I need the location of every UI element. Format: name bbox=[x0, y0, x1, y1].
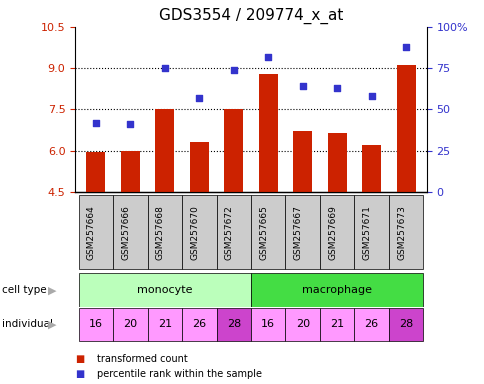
Bar bbox=[388, 195, 423, 270]
Bar bbox=[224, 109, 243, 192]
Bar bbox=[258, 74, 277, 192]
Text: ■: ■ bbox=[75, 354, 84, 364]
Bar bbox=[121, 151, 139, 192]
Bar bbox=[293, 131, 312, 192]
Bar bbox=[285, 308, 319, 341]
Text: ▶: ▶ bbox=[47, 320, 56, 330]
Point bbox=[92, 119, 100, 126]
Text: GSM257672: GSM257672 bbox=[224, 205, 233, 260]
Text: 28: 28 bbox=[398, 319, 412, 329]
Text: transformed count: transformed count bbox=[97, 354, 187, 364]
Point bbox=[333, 85, 340, 91]
Bar bbox=[147, 308, 182, 341]
Text: GSM257665: GSM257665 bbox=[258, 205, 268, 260]
Bar bbox=[354, 308, 388, 341]
Point bbox=[126, 121, 134, 127]
Bar bbox=[216, 195, 251, 270]
Text: macrophage: macrophage bbox=[302, 285, 371, 295]
Bar bbox=[113, 195, 147, 270]
Text: individual: individual bbox=[2, 319, 53, 329]
Bar bbox=[251, 273, 423, 306]
Bar bbox=[189, 142, 208, 192]
Text: GSM257668: GSM257668 bbox=[155, 205, 165, 260]
Bar bbox=[78, 308, 113, 341]
Text: GSM257670: GSM257670 bbox=[190, 205, 199, 260]
Point bbox=[401, 44, 409, 50]
Text: 20: 20 bbox=[295, 319, 309, 329]
Point bbox=[264, 53, 272, 60]
Bar bbox=[327, 133, 346, 192]
Point bbox=[195, 95, 203, 101]
Bar bbox=[251, 195, 285, 270]
Point bbox=[161, 65, 168, 71]
Text: 26: 26 bbox=[364, 319, 378, 329]
Text: GSM257673: GSM257673 bbox=[396, 205, 405, 260]
Text: GSM257666: GSM257666 bbox=[121, 205, 130, 260]
Bar bbox=[319, 308, 354, 341]
Text: 16: 16 bbox=[89, 319, 103, 329]
Text: 28: 28 bbox=[226, 319, 241, 329]
Text: GSM257667: GSM257667 bbox=[293, 205, 302, 260]
Bar bbox=[155, 109, 174, 192]
Text: cell type: cell type bbox=[2, 285, 47, 295]
Bar bbox=[86, 152, 105, 192]
Bar bbox=[362, 145, 380, 192]
Text: GSM257671: GSM257671 bbox=[362, 205, 371, 260]
Bar bbox=[251, 308, 285, 341]
Bar bbox=[147, 195, 182, 270]
Point bbox=[229, 67, 237, 73]
Bar bbox=[354, 195, 388, 270]
Text: monocyte: monocyte bbox=[137, 285, 192, 295]
Title: GDS3554 / 209774_x_at: GDS3554 / 209774_x_at bbox=[158, 8, 343, 24]
Text: percentile rank within the sample: percentile rank within the sample bbox=[97, 369, 261, 379]
Bar bbox=[319, 195, 354, 270]
Bar bbox=[182, 308, 216, 341]
Bar bbox=[182, 195, 216, 270]
Bar bbox=[78, 273, 251, 306]
Point bbox=[298, 83, 306, 89]
Bar bbox=[396, 65, 415, 192]
Text: 26: 26 bbox=[192, 319, 206, 329]
Text: GSM257669: GSM257669 bbox=[328, 205, 336, 260]
Text: GSM257664: GSM257664 bbox=[87, 205, 96, 260]
Bar bbox=[388, 308, 423, 341]
Bar bbox=[216, 308, 251, 341]
Text: 21: 21 bbox=[157, 319, 171, 329]
Text: 20: 20 bbox=[123, 319, 137, 329]
Bar bbox=[285, 195, 319, 270]
Point bbox=[367, 93, 375, 99]
Text: ■: ■ bbox=[75, 369, 84, 379]
Text: 16: 16 bbox=[261, 319, 274, 329]
Text: ▶: ▶ bbox=[47, 285, 56, 295]
Bar bbox=[113, 308, 147, 341]
Bar bbox=[78, 195, 113, 270]
Text: 21: 21 bbox=[330, 319, 344, 329]
